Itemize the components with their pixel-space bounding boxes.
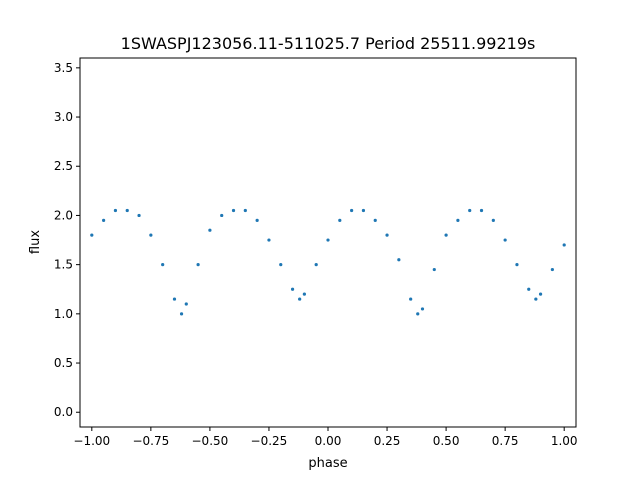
data-point xyxy=(562,243,566,247)
data-point xyxy=(534,297,538,301)
data-point xyxy=(90,233,94,237)
data-point xyxy=(137,213,141,218)
y-tick-label: 0.0 xyxy=(54,405,73,419)
x-tick-label: −0.50 xyxy=(192,434,229,448)
data-point xyxy=(432,267,436,272)
chart-title: 1SWASPJ123056.11-511025.7 Period 25511.9… xyxy=(121,34,536,53)
data-point xyxy=(373,218,377,222)
x-tick-label: −1.00 xyxy=(73,434,110,448)
data-point xyxy=(298,297,302,301)
data-point xyxy=(220,213,224,218)
data-point xyxy=(102,218,106,222)
data-point xyxy=(527,287,531,291)
x-axis: −1.00 −0.75 −0.50 −0.25 0.00 0.25 0.50 0.75 1.00 xyxy=(73,427,578,448)
data-point xyxy=(208,228,212,232)
data-point xyxy=(243,208,247,213)
data-point xyxy=(267,238,271,242)
data-point xyxy=(456,218,460,222)
data-point xyxy=(515,263,519,267)
data-point xyxy=(444,233,448,237)
data-point xyxy=(125,208,129,213)
data-point xyxy=(491,218,495,222)
x-axis-label: phase xyxy=(308,456,347,471)
data-point xyxy=(503,238,507,242)
data-point xyxy=(231,208,236,213)
x-tick-label: 0.50 xyxy=(433,434,460,448)
data-point xyxy=(290,287,295,291)
data-point xyxy=(255,218,259,222)
data-point xyxy=(149,233,153,237)
x-tick-label: 0.00 xyxy=(315,434,342,448)
data-point xyxy=(468,208,472,213)
data-point xyxy=(397,258,401,262)
data-points xyxy=(90,208,566,316)
data-point xyxy=(184,302,188,306)
y-tick-label: 1.0 xyxy=(54,307,73,321)
y-tick-label: 2.5 xyxy=(54,159,73,173)
y-tick-label: 3.0 xyxy=(54,110,73,124)
y-tick-label: 1.5 xyxy=(54,258,73,272)
data-point xyxy=(550,267,554,272)
data-point xyxy=(420,307,425,311)
y-tick-label: 3.5 xyxy=(54,61,73,75)
x-tick-label: −0.75 xyxy=(132,434,169,448)
data-point xyxy=(361,208,366,213)
data-point xyxy=(161,263,165,267)
y-axis-label: flux xyxy=(28,230,43,254)
data-point xyxy=(179,312,184,316)
plot-area-frame xyxy=(79,57,577,428)
data-point xyxy=(279,263,283,267)
x-tick-label: 0.75 xyxy=(492,434,519,448)
data-point xyxy=(302,292,306,296)
y-axis: 0.0 0.5 1.0 1.5 2.0 2.5 3.0 3.5 xyxy=(54,61,80,419)
y-tick-label: 0.5 xyxy=(54,356,73,370)
x-tick-label: 0.25 xyxy=(374,434,401,448)
data-point xyxy=(538,292,543,296)
x-tick-label: 1.00 xyxy=(551,434,578,448)
data-point xyxy=(196,263,200,267)
data-point xyxy=(338,218,342,222)
data-point xyxy=(113,208,118,213)
x-tick-label: −0.25 xyxy=(251,434,288,448)
data-point xyxy=(314,263,318,267)
data-point xyxy=(172,297,177,301)
data-point xyxy=(479,208,484,213)
y-tick-label: 2.0 xyxy=(54,208,73,222)
data-point xyxy=(326,238,330,242)
data-point xyxy=(385,233,389,237)
data-point xyxy=(416,312,420,316)
data-point xyxy=(409,297,413,301)
data-point xyxy=(350,208,354,213)
